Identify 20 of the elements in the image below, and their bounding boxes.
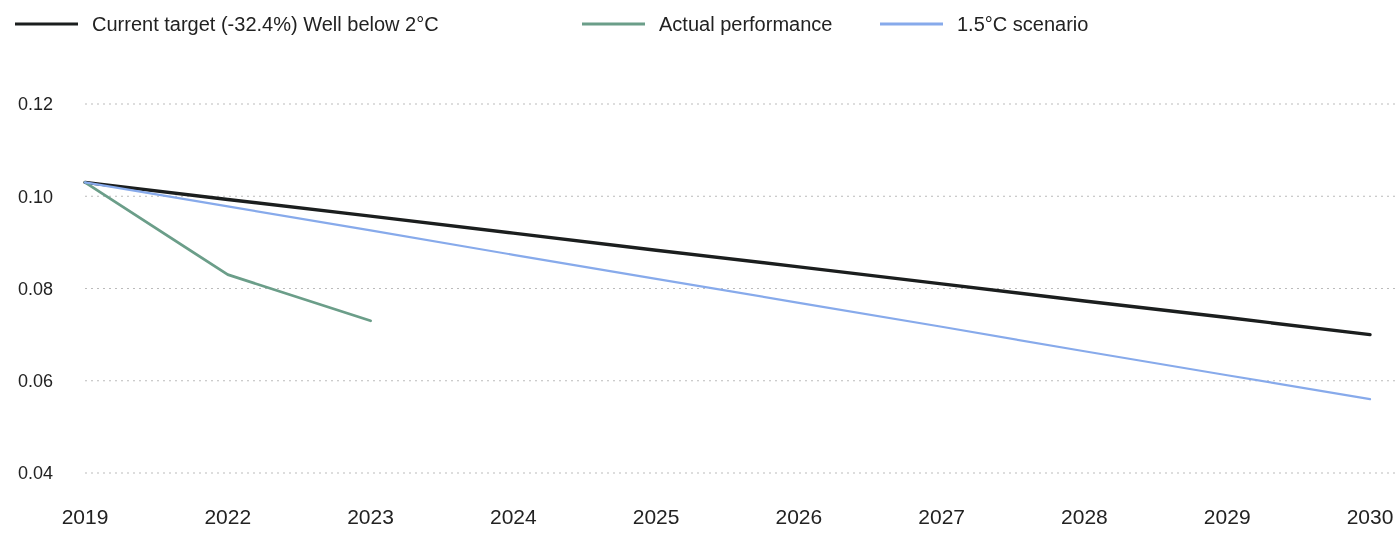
x-tick-label: 2019 <box>61 505 109 528</box>
x-tick-label: 2030 <box>1346 505 1394 528</box>
y-tick-label: 0.10 <box>18 186 54 207</box>
x-tick-label: 2023 <box>347 505 394 528</box>
x-tick-label: 2028 <box>1061 505 1108 528</box>
y-tick-label: 0.12 <box>18 94 54 115</box>
line-series <box>83 181 1372 401</box>
legend-label: Actual performance <box>659 13 833 35</box>
x-tick-label: 2025 <box>632 505 680 528</box>
legend-label: Current target (-32.4%) Well below 2°C <box>92 13 439 35</box>
y-tick-label: 0.08 <box>18 278 54 299</box>
x-tick-label: 2027 <box>918 505 966 528</box>
legend-label: 1.5°C scenario <box>957 13 1089 35</box>
x-tick-label: 2024 <box>489 505 538 528</box>
x-tick-label: 2026 <box>775 505 823 528</box>
y-tick-label: 0.04 <box>18 463 54 484</box>
line-series <box>83 180 1372 337</box>
x-tick-label: 2022 <box>204 505 252 528</box>
y-tick-label: 0.06 <box>18 371 54 392</box>
x-tick-label: 2029 <box>1203 505 1251 528</box>
